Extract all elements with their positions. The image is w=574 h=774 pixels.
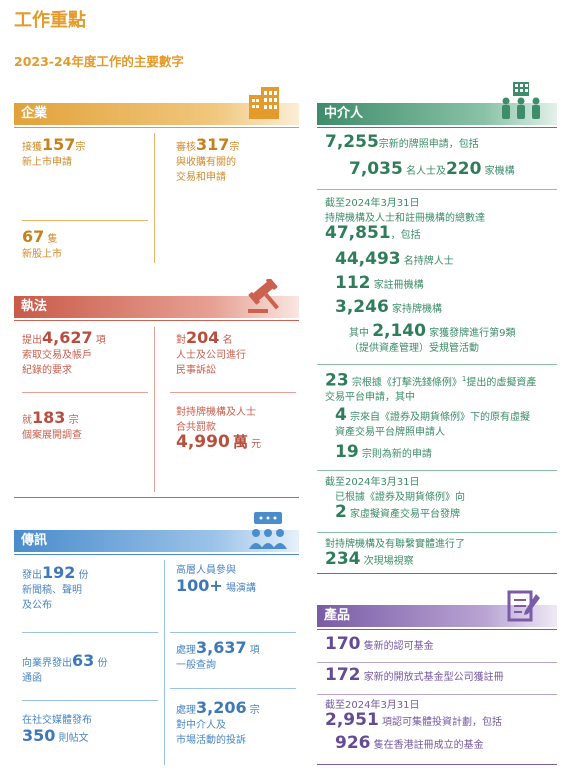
- audience-icon: [249, 512, 287, 549]
- intermediaries-header-label: 中介人: [324, 106, 364, 121]
- stat-new-ofcs: 172 家新的開放式基金型公司獲註冊: [325, 665, 504, 685]
- communications-header: 傳訊: [14, 530, 299, 552]
- intermediaries-header: 中介人: [317, 103, 557, 125]
- stat-type9-licensed: 其中 2,140 家獲發牌進行第9類 （提供資產管理）受規管活動: [349, 321, 516, 355]
- stat-licensed-persons: 44,493 名持牌人士: [335, 249, 454, 269]
- stat-hk-domiciled-funds: 926 隻在香港註冊成立的基金: [335, 733, 484, 753]
- building-icon: [249, 87, 279, 119]
- stat-press-releases: 發出192 份 新聞稿、聲明 及公布: [22, 563, 89, 612]
- stat-vatp-licensed: 截至2024年3月31日 已根據《證券及期貨條例》向 2 家虛擬資產交易平台發牌: [325, 477, 465, 522]
- stat-new-listing-applications: 接獲157宗 新上市申請: [22, 135, 86, 169]
- enforcement-header-label: 執法: [21, 299, 48, 314]
- stat-licence-applicants: 7,035 名人士及220 家機構: [349, 159, 515, 179]
- stat-vatp-new: 19 宗則為新的申請: [335, 442, 432, 462]
- stat-vatp-preexisting: 4 宗來自《證券及期貨條例》下的原有虛擬 資產交易平台牌照申請人: [335, 405, 531, 439]
- corporate-header: 企業: [14, 103, 299, 125]
- stat-general-enquiries: 處理3,637 項 一般查詢: [176, 638, 260, 672]
- corporate-header-label: 企業: [21, 106, 48, 121]
- stat-total-licensees: 截至2024年3月31日 持牌機構及人士和註冊機構的總數達 47,851，包括: [325, 198, 485, 243]
- stat-circulars: 向業界發出63 份 通函: [22, 651, 108, 685]
- products-header: 產品: [317, 605, 557, 627]
- stat-investigations: 就183 宗 個案展開調查: [22, 408, 82, 442]
- stat-registered-institutions: 112 家註冊機構: [335, 273, 424, 293]
- stat-trading-record-requests: 提出4,627 項 索取交易及帳戶 紀錄的要求: [22, 328, 106, 377]
- stat-authorized-cis: 截至2024年3月31日 2,951 項認可集體投資計劃，包括: [325, 700, 502, 730]
- corporate-header-line: [14, 127, 299, 128]
- communications-header-label: 傳訊: [21, 533, 48, 548]
- people-icon: [502, 82, 540, 119]
- products-header-label: 產品: [324, 608, 351, 623]
- stat-fines: 對持牌機構及人士 合共罰款 4,990 萬 元: [176, 407, 262, 452]
- stat-vatp-applications: 23 宗根據《打擊洗錢條例》1提出的虛擬資產 交易平台申請，其中: [325, 370, 537, 404]
- document-icon: [507, 590, 540, 622]
- page-title: 工作重點: [14, 10, 86, 31]
- stat-civil-proceedings: 對204 名 人士及公司進行 民事訴訟: [176, 328, 246, 377]
- stat-social-media-posts: 在社交媒體發布 350 則帖文: [22, 715, 92, 745]
- stat-takeover-transactions: 審核317宗 與收購有關的 交易和申請: [176, 135, 240, 184]
- gavel-icon: [248, 279, 279, 313]
- stat-new-listings: 67 隻 新股上市: [22, 227, 62, 261]
- stat-licensed-corporations: 3,246 家持牌機構: [335, 297, 442, 317]
- stat-licence-applications: 7,255宗新的牌照申請，包括: [325, 132, 479, 152]
- stat-complaints: 處理3,206 宗 對中介人及 市場活動的投訴: [176, 698, 260, 747]
- enforcement-header: 執法: [14, 296, 299, 318]
- page-subtitle: 2023-24年度工作的主要數字: [14, 54, 184, 69]
- stat-onsite-inspections: 對持牌機構及有聯繫實體進行了 234 次現場視察: [325, 539, 465, 569]
- stat-speeches: 高層人員參與 100+ 場演講: [176, 565, 256, 595]
- stat-new-authorized-funds: 170 隻新的認可基金: [325, 634, 434, 654]
